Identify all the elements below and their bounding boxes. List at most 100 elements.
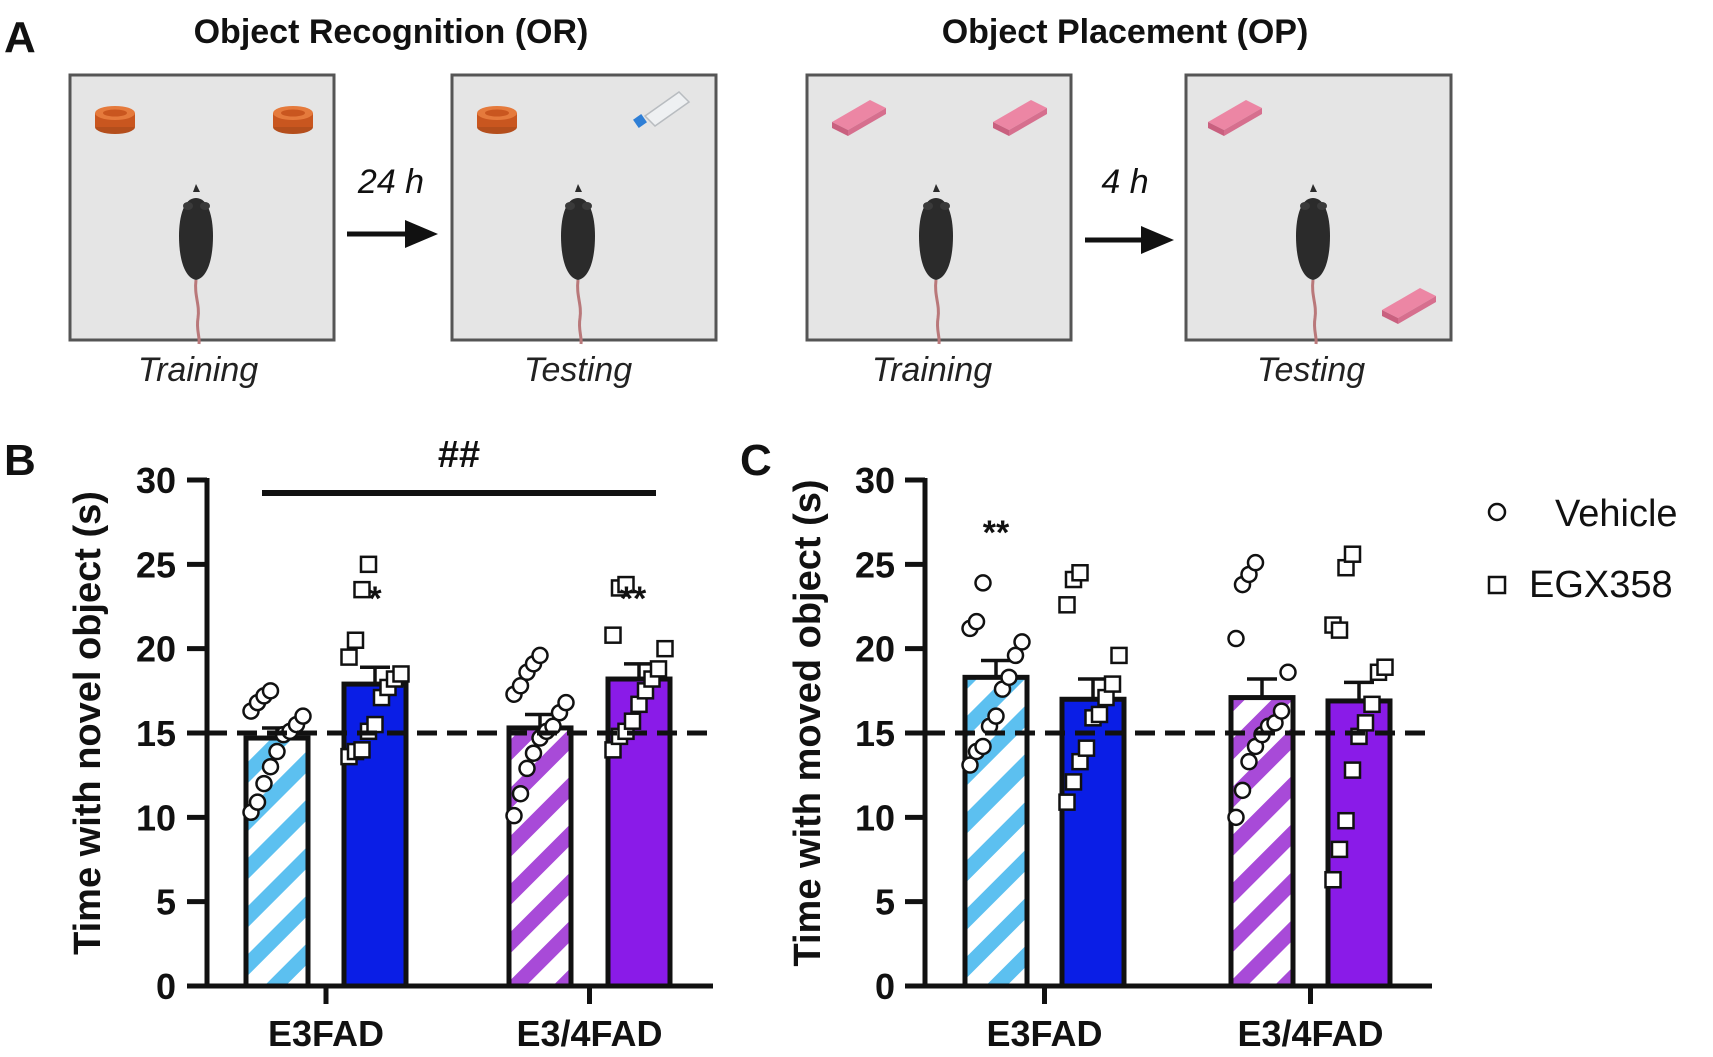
data-point-vehicle <box>511 784 530 803</box>
cap-object-icon <box>477 106 517 134</box>
significance-marker: ** <box>620 580 647 618</box>
data-point-egx358 <box>392 665 410 683</box>
data-point-vehicle <box>518 759 536 778</box>
legend: Vehicle EGX358 <box>1487 493 1678 606</box>
data-point-vehicle <box>987 707 1005 725</box>
data-point-egx358 <box>1058 793 1076 811</box>
interaction-marker: ## <box>438 434 480 476</box>
data-point-egx358 <box>1343 761 1362 779</box>
data-point-egx358 <box>656 639 674 658</box>
y-tick-label: 30 <box>136 460 176 501</box>
data-point-egx358 <box>1324 870 1342 889</box>
op-delay-label: 4 h <box>1101 163 1148 201</box>
legend-vehicle-marker <box>1487 502 1507 522</box>
legend-egx-label: EGX358 <box>1529 564 1673 606</box>
data-point-egx358 <box>1064 773 1083 791</box>
chart-b: B 0 5 10 15 20 25 30 Time with novel object (s) E… <box>4 434 713 1054</box>
data-point-egx358 <box>366 715 384 734</box>
data-point-vehicle <box>1227 808 1245 827</box>
data-point-egx358 <box>1363 695 1381 714</box>
y-tick-label: 25 <box>855 544 895 585</box>
or-title: Object Recognition (OR) <box>194 13 589 51</box>
y-tick-label: 20 <box>136 629 176 670</box>
y-tick-label: 0 <box>156 966 176 1007</box>
bar-vehicle-e34fad <box>506 725 574 989</box>
panel-label: C <box>740 436 772 485</box>
data-point-vehicle <box>531 646 549 665</box>
data-point-egx358 <box>649 660 668 678</box>
y-axis-title: Time with moved object (s) <box>787 479 829 966</box>
data-point-egx358 <box>1337 811 1355 830</box>
data-point-vehicle <box>1000 668 1018 687</box>
data-point-egx358 <box>617 575 635 594</box>
data-point-vehicle <box>294 707 312 725</box>
op-title: Object Placement (OP) <box>942 13 1309 51</box>
data-point-vehicle <box>1279 663 1297 682</box>
significance-marker: ** <box>983 514 1010 552</box>
data-point-vehicle <box>1006 646 1025 665</box>
data-point-vehicle <box>505 806 523 825</box>
bar-vehicle-e3fad <box>243 735 311 989</box>
data-point-egx358 <box>1356 714 1375 732</box>
y-tick-label: 15 <box>855 713 895 754</box>
data-point-egx358 <box>1090 705 1109 724</box>
data-point-egx358 <box>1103 675 1122 693</box>
data-point-vehicle <box>1233 781 1252 800</box>
data-point-egx358 <box>353 741 371 759</box>
data-point-egx358 <box>604 626 622 644</box>
data-point-vehicle <box>261 757 280 776</box>
data-point-vehicle <box>961 756 979 774</box>
data-point-vehicle <box>974 574 992 592</box>
data-point-vehicle <box>974 737 992 756</box>
y-tick-label: 15 <box>136 713 176 754</box>
data-point-vehicle <box>1227 629 1245 648</box>
data-point-egx358 <box>359 555 378 574</box>
data-point-egx358 <box>1077 739 1096 757</box>
data-point-vehicle <box>255 774 273 793</box>
data-point-egx358 <box>1071 564 1089 582</box>
data-point-egx358 <box>1330 840 1349 859</box>
op-testing-caption: Testing <box>1257 351 1365 389</box>
data-point-egx358 <box>1343 545 1362 563</box>
op-section: Object Placement (OP) Training 4 h Testi… <box>805 13 1453 389</box>
data-point-egx358 <box>623 712 642 730</box>
panel-a-label: A <box>4 13 36 62</box>
op-training-caption: Training <box>872 351 992 389</box>
data-point-vehicle <box>1240 752 1258 771</box>
data-point-vehicle <box>268 742 286 761</box>
data-point-vehicle <box>248 793 267 811</box>
data-point-vehicle <box>261 682 280 700</box>
y-tick-label: 30 <box>855 460 895 501</box>
data-point-vehicle <box>1013 633 1031 651</box>
legend-egx-marker <box>1487 575 1507 595</box>
y-tick-label: 0 <box>875 966 895 1007</box>
data-point-egx358 <box>353 580 371 599</box>
y-tick-label: 10 <box>855 797 895 838</box>
data-point-egx358 <box>346 631 365 649</box>
significance-marker: * <box>368 580 382 618</box>
right-arrow-icon <box>1085 226 1174 254</box>
or-delay-label: 24 h <box>357 163 424 201</box>
data-point-egx358 <box>1376 658 1394 676</box>
panel-label: B <box>4 436 36 485</box>
data-point-vehicle <box>1246 553 1265 572</box>
right-arrow-icon <box>347 220 438 248</box>
chart-c: C 0 5 10 15 20 25 30 Time with moved object (s) E… <box>740 436 1432 1054</box>
data-point-egx358 <box>1110 646 1128 665</box>
data-point-vehicle <box>524 744 543 762</box>
x-category-label: E3/4FAD <box>1237 1013 1383 1054</box>
or-training-caption: Training <box>138 351 258 389</box>
data-point-vehicle <box>1272 702 1291 720</box>
cap-object-icon <box>273 106 313 134</box>
y-tick-label: 5 <box>875 882 895 923</box>
or-section: Object Recognition (OR) Training 24 h Te… <box>68 13 718 389</box>
legend-vehicle-label: Vehicle <box>1555 493 1678 535</box>
data-point-egx358 <box>340 648 358 666</box>
y-tick-label: 25 <box>136 544 176 585</box>
cap-object-icon <box>95 106 135 134</box>
y-tick-label: 10 <box>136 797 176 838</box>
data-point-vehicle <box>511 677 530 695</box>
x-category-label: E3/4FAD <box>516 1013 662 1054</box>
or-testing-caption: Testing <box>524 351 632 389</box>
